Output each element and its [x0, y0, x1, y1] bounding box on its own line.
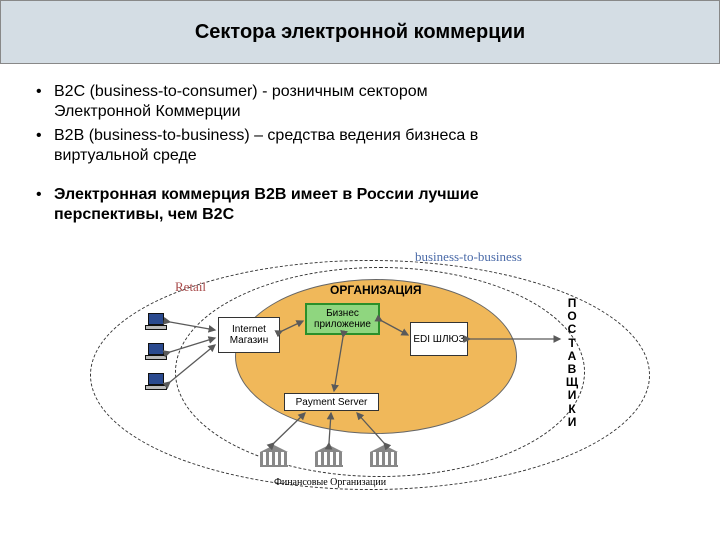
arrows — [110, 255, 650, 515]
bullet-b2c: В2С (business-to-consumer) - розничным с… — [34, 82, 686, 123]
title-bar: Сектора электронной коммерции — [0, 0, 720, 64]
page-title: Сектора электронной коммерции — [195, 21, 525, 44]
bullet-b2b: В2В (business-to-business) – средства ве… — [34, 126, 686, 167]
diagram: business-to-business Retail ОРГАНИЗАЦИЯ … — [110, 255, 650, 535]
bullet-list: В2С (business-to-consumer) - розничным с… — [0, 64, 720, 226]
bullet-summary: Электронная коммерция В2В имеет в России… — [34, 185, 686, 226]
